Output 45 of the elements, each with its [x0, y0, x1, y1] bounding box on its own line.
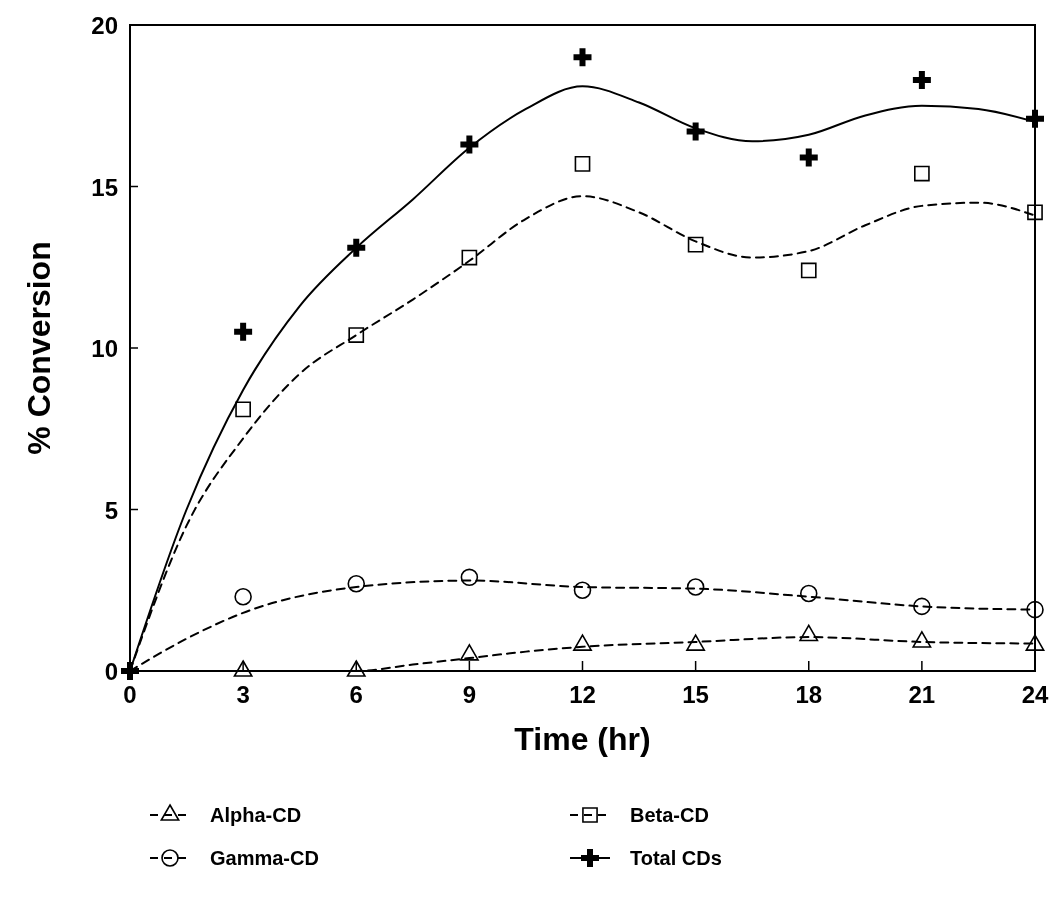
point	[573, 581, 592, 600]
y-tick-label: 15	[91, 173, 118, 201]
point	[686, 578, 705, 596]
point	[234, 587, 252, 606]
x-tick-label: 3	[236, 681, 250, 708]
point	[121, 662, 139, 680]
x-tick-label: 21	[908, 681, 936, 708]
x-tick-label: 6	[349, 681, 363, 708]
y-tick-label: 0	[104, 658, 118, 685]
x-axis-title: Time (hr)	[514, 721, 651, 757]
point	[460, 135, 479, 154]
x-tick-label: 24	[1021, 681, 1049, 708]
point	[347, 575, 366, 593]
point	[913, 597, 931, 616]
point	[800, 262, 817, 279]
y-tick-label: 20	[91, 12, 118, 39]
point	[348, 327, 365, 343]
x-tick-label: 18	[795, 681, 823, 708]
point	[573, 48, 592, 67]
legend-label: Total CDs	[630, 847, 722, 869]
y-axis-title: % Conversion	[21, 241, 57, 455]
x-tick-label: 12	[569, 681, 596, 708]
legend-label: Beta-CD	[630, 804, 709, 826]
point	[461, 249, 478, 266]
x-tick-label: 0	[123, 681, 137, 708]
point	[912, 70, 931, 89]
x-tick-label: 15	[682, 681, 709, 708]
point	[1027, 204, 1043, 221]
point	[574, 156, 591, 172]
point	[799, 148, 818, 167]
point	[799, 584, 818, 603]
point	[460, 568, 479, 587]
y-tick-label: 5	[104, 496, 118, 524]
point	[235, 401, 251, 418]
y-tick-label: 10	[91, 335, 118, 362]
point	[687, 236, 704, 253]
legend-label: Gamma-CD	[210, 847, 319, 869]
x-tick-label: 9	[462, 681, 477, 708]
point	[1026, 600, 1044, 619]
point	[686, 122, 705, 141]
point	[347, 238, 366, 257]
point	[234, 322, 253, 341]
legend-label: Alpha-CD	[210, 804, 302, 826]
point	[914, 165, 930, 182]
point	[1026, 109, 1044, 128]
